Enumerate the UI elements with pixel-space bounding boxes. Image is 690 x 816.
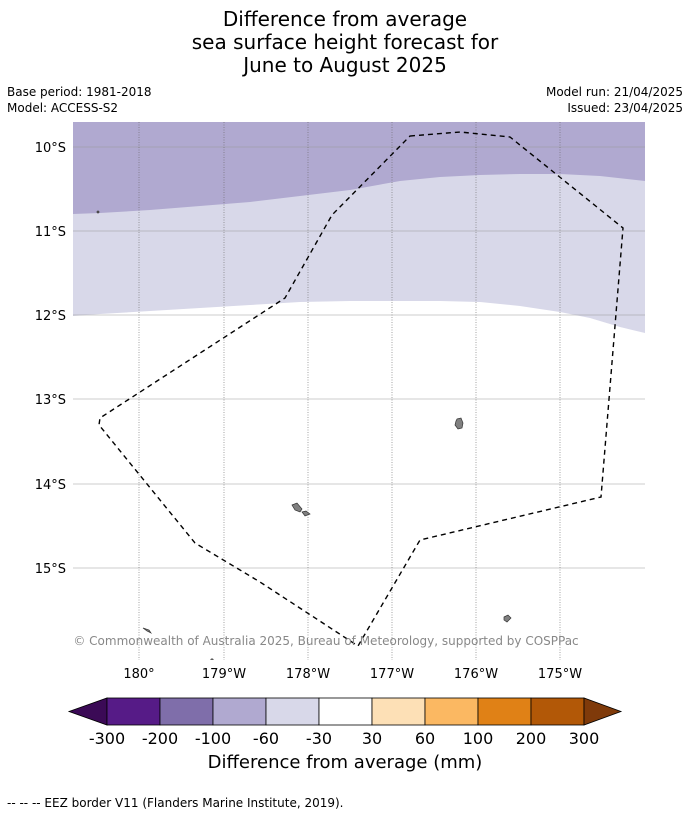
colorbar-under-arrow: [67, 697, 108, 726]
title-line-3: June to August 2025: [243, 53, 447, 77]
model-name: Model: ACCESS-S2: [7, 101, 119, 115]
colorbar-over-arrow: [583, 697, 623, 726]
lon-label-179w: 179°W: [202, 667, 246, 682]
graticule: [73, 122, 645, 660]
latitude-labels: 10°S 11°S 12°S 13°S 14°S 15°S: [35, 141, 66, 577]
meta-right: Model run: 21/04/2025 Issued: 23/04/2025: [546, 84, 683, 116]
copyright-notice: © Commonwealth of Australia 2025, Bureau…: [73, 634, 578, 648]
colorbar-tick-7: 100: [463, 729, 494, 748]
colorbar-tick-8: 200: [516, 729, 547, 748]
island-5: [142, 627, 153, 634]
map-area: © Commonwealth of Australia 2025, Bureau…: [73, 122, 645, 660]
colorbar: -300 -200 -100 -60 -30 30 60 100 200 300: [67, 697, 623, 748]
colorbar-tick-3: -60: [253, 729, 279, 748]
colorbar-segment-3: [265, 697, 320, 726]
colorbar-segment-8: [530, 697, 585, 726]
colorbar-label: Difference from average (mm): [207, 752, 483, 773]
colorbar-segment-0: [106, 697, 161, 726]
island-6: [96, 210, 100, 214]
lat-label-11s: 11°S: [35, 225, 66, 240]
issued-date: Issued: 23/04/2025: [567, 101, 683, 115]
colorbar-tick-2: -100: [195, 729, 231, 748]
island-3: [301, 510, 311, 517]
lon-label-178w: 178°W: [286, 667, 330, 682]
island-4: [503, 614, 512, 623]
colorbar-tick-1: -200: [142, 729, 178, 748]
island-1: [454, 417, 464, 430]
colorbar-segment-4: [318, 697, 373, 726]
longitude-labels: 180° 179°W 178°W 177°W 176°W 175°W: [123, 667, 582, 682]
colorbar-segment-6: [424, 697, 479, 726]
title-line-2: sea surface height forecast for: [191, 30, 499, 54]
lat-label-14s: 14°S: [35, 478, 66, 493]
lat-label-15s: 15°S: [35, 562, 66, 577]
colorbar-tick-4: -30: [306, 729, 332, 748]
base-period: Base period: 1981-2018: [7, 85, 152, 99]
lon-label-180: 180°: [123, 667, 154, 682]
eez-legend: -- -- -- EEZ border V11 (Flanders Marine…: [7, 796, 344, 810]
island-2: [291, 502, 303, 513]
colorbar-tick-5: 30: [362, 729, 382, 748]
meta-left: Base period: 1981-2018 Model: ACCESS-S2: [7, 84, 152, 116]
chart-title: Difference from average sea surface heig…: [0, 8, 690, 77]
island-7: [210, 658, 214, 660]
lon-label-176w: 176°W: [454, 667, 498, 682]
colorbar-segment-2: [212, 697, 267, 726]
title-line-1: Difference from average: [222, 7, 468, 31]
lon-label-177w: 177°W: [370, 667, 414, 682]
colorbar-tick-9: 300: [569, 729, 600, 748]
anomaly-band-minus-100: [73, 122, 645, 214]
colorbar-tick-0: -300: [89, 729, 125, 748]
colorbar-segment-5: [371, 697, 426, 726]
colorbar-segment-1: [159, 697, 214, 726]
lat-label-12s: 12°S: [35, 309, 66, 324]
lon-label-175w: 175°W: [538, 667, 582, 682]
lat-label-10s: 10°S: [35, 141, 66, 156]
eez-border: [98, 131, 624, 647]
model-run: Model run: 21/04/2025: [545, 85, 683, 99]
lat-label-13s: 13°S: [35, 393, 66, 408]
colorbar-tick-6: 60: [415, 729, 435, 748]
colorbar-segment-7: [477, 697, 532, 726]
land-islands: [96, 210, 512, 660]
